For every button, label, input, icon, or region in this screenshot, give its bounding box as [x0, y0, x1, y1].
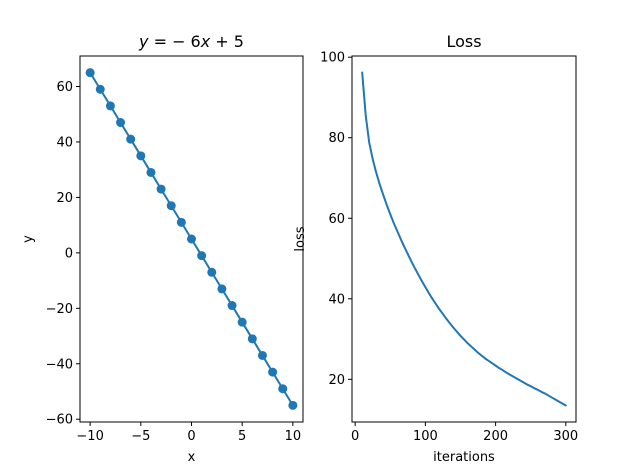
- linear-fit-marker: [85, 68, 95, 78]
- linear-fit-marker: [187, 234, 196, 244]
- linear-fit-ytick-label: −60: [46, 413, 73, 428]
- loss-curve-title: Loss: [446, 32, 481, 51]
- linear-fit-marker: [207, 267, 217, 277]
- linear-fit-title: y = − 6x + 5: [138, 32, 244, 51]
- linear-fit-marker: [105, 101, 115, 111]
- linear-fit-xtick-label: −5: [131, 429, 150, 444]
- linear-fit-marker: [257, 350, 267, 360]
- linear-fit-xtick-label: −10: [76, 429, 103, 444]
- linear-fit-xtick-label: 10: [285, 429, 302, 444]
- linear-fit-marker: [95, 84, 105, 94]
- linear-fit-marker: [268, 367, 278, 377]
- loss-curve-xtick-label: 200: [483, 429, 508, 444]
- linear-fit-xlabel: x: [188, 450, 196, 465]
- linear-fit-marker: [146, 167, 156, 177]
- loss-curve-xtick-label: 300: [553, 429, 578, 444]
- linear-fit-ytick-label: 40: [56, 135, 73, 150]
- linear-fit-marker: [166, 201, 176, 211]
- linear-fit-ytick-label: −40: [46, 357, 73, 372]
- linear-fit-marker: [176, 217, 186, 227]
- loss-curve-xtick-label: 100: [413, 429, 438, 444]
- linear-fit-marker: [156, 184, 166, 194]
- loss-curve-ytick-label: 40: [328, 292, 345, 307]
- linear-fit-marker: [116, 118, 126, 128]
- linear-fit-marker: [278, 384, 288, 394]
- linear-fit-xtick-label: 5: [238, 429, 246, 444]
- loss-curve-ytick-label: 80: [328, 131, 345, 146]
- linear-fit-ytick-label: 60: [56, 80, 73, 95]
- loss-curve-ytick-label: 100: [320, 51, 345, 66]
- linear-fit-ylabel: y: [21, 235, 36, 243]
- linear-fit-ytick-label: −20: [46, 302, 73, 317]
- linear-fit-marker: [217, 284, 227, 294]
- linear-fit-marker: [197, 251, 207, 261]
- linear-fit-marker: [288, 400, 298, 410]
- loss-curve-ytick-label: 60: [328, 212, 345, 227]
- loss-curve-ylabel: loss: [293, 226, 308, 251]
- loss-curve-xlabel: iterations: [433, 450, 495, 465]
- linear-fit-marker: [237, 317, 247, 327]
- linear-fit-marker: [126, 134, 136, 144]
- linear-fit-ytick-label: 0: [65, 246, 73, 261]
- loss-curve-spines: [351, 55, 577, 423]
- linear-fit-ytick-label: 20: [56, 191, 73, 206]
- loss-curve-xtick-label: 0: [351, 429, 359, 444]
- linear-fit-marker: [247, 334, 257, 344]
- linear-fit-marker: [136, 151, 146, 161]
- linear-fit-xtick-label: 0: [187, 429, 195, 444]
- loss-curve-line: [361, 71, 567, 407]
- loss-curve-ytick-label: 20: [328, 373, 345, 388]
- linear-fit-marker: [227, 301, 237, 311]
